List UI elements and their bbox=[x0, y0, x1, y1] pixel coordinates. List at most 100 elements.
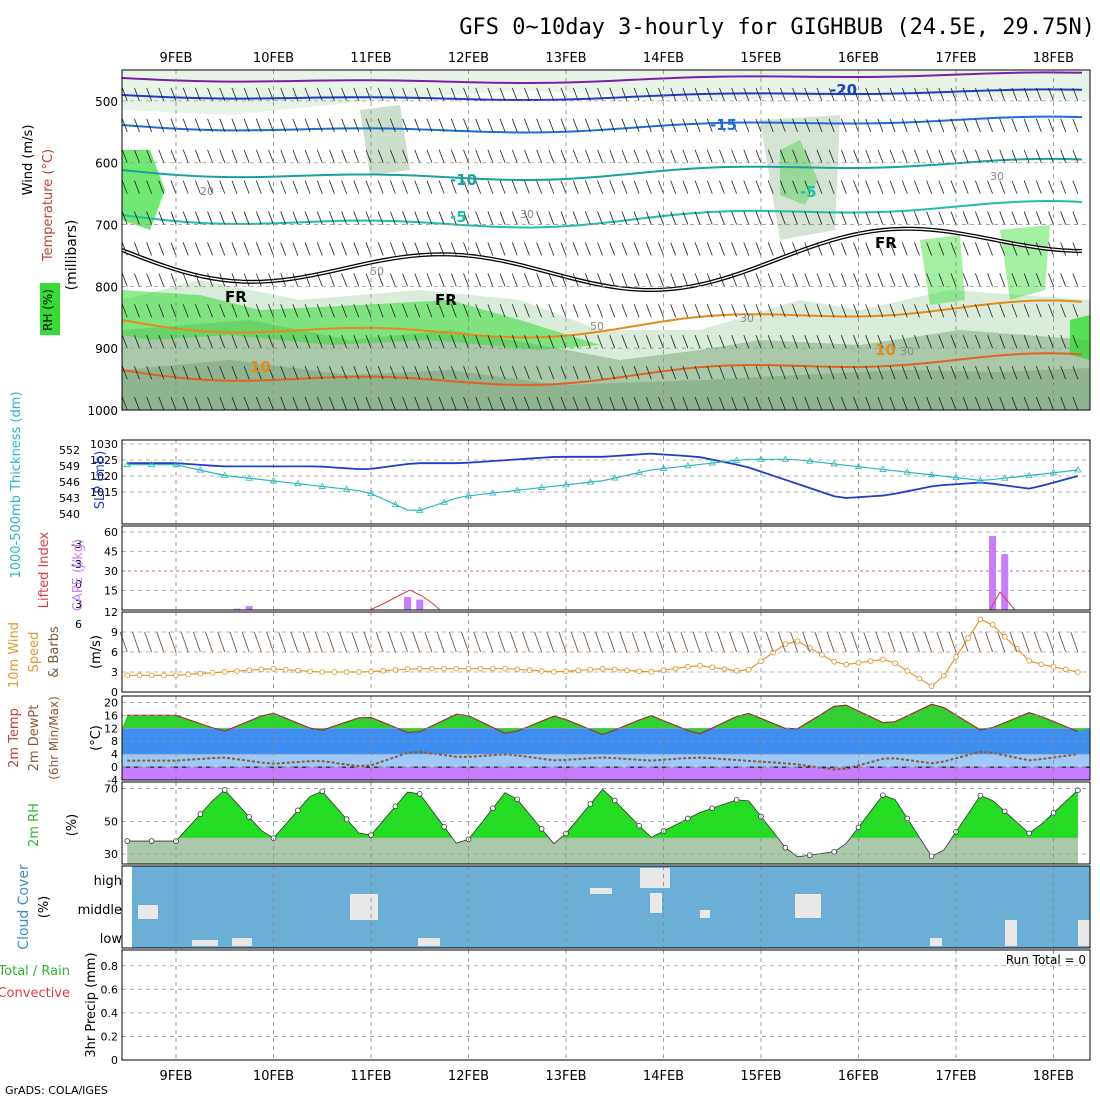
wind-barb bbox=[365, 180, 372, 194]
wind-barb bbox=[755, 149, 762, 163]
wind-barb bbox=[975, 149, 981, 163]
wind-speed-marker bbox=[148, 672, 155, 679]
cape-panel-frame bbox=[121, 525, 1091, 611]
isotherm-label: -15 bbox=[710, 116, 737, 134]
slp-tick-label: 1020 bbox=[90, 470, 118, 483]
wind-barb bbox=[889, 87, 896, 102]
wind-barb bbox=[1011, 180, 1018, 194]
wind-barb bbox=[901, 211, 908, 225]
thickness-marker bbox=[221, 471, 229, 478]
wind-barb bbox=[195, 365, 201, 380]
wind-barb bbox=[840, 118, 847, 132]
precip-tick-label: 0 bbox=[111, 1054, 118, 1067]
wind-barb bbox=[755, 273, 762, 287]
wind-barb bbox=[219, 242, 226, 256]
wind-barb bbox=[1060, 242, 1067, 256]
wind-barb bbox=[914, 396, 920, 411]
wind-barb bbox=[546, 631, 555, 653]
wind-barb bbox=[499, 211, 506, 225]
cloud-bar bbox=[138, 905, 158, 919]
wind-barb bbox=[924, 631, 933, 653]
wind-barb bbox=[950, 273, 957, 287]
wind-barb bbox=[363, 631, 372, 653]
wind-barb bbox=[207, 304, 213, 318]
wind-barb bbox=[341, 87, 347, 102]
temp-band-light bbox=[122, 754, 1090, 768]
wind-barb bbox=[1046, 631, 1054, 653]
wind-barb bbox=[658, 211, 664, 225]
wind-barb bbox=[426, 180, 433, 194]
wind-barb bbox=[889, 335, 896, 349]
pressure-tick-label: 1000 bbox=[87, 404, 118, 418]
wind-barb bbox=[207, 242, 213, 256]
upper-wind-label: Wind (m/s) bbox=[21, 125, 36, 196]
wind-barb bbox=[121, 242, 128, 256]
wind-speed-marker bbox=[550, 669, 557, 675]
wind-speed-marker bbox=[246, 667, 252, 674]
cloud-bar bbox=[418, 938, 440, 946]
thickness-marker bbox=[976, 476, 985, 483]
wind-barb bbox=[777, 631, 786, 653]
wind-barb bbox=[121, 180, 128, 194]
wind-barb bbox=[144, 631, 153, 653]
wind-barb bbox=[962, 118, 969, 132]
wind-barb bbox=[743, 87, 750, 102]
wind-barb bbox=[485, 631, 494, 653]
wind-barb bbox=[450, 118, 457, 132]
wind-barb bbox=[572, 87, 579, 102]
rh2m-marker bbox=[441, 823, 447, 830]
wind-barb bbox=[633, 304, 640, 318]
wind-barb bbox=[1011, 365, 1018, 380]
wind-barb bbox=[621, 273, 628, 287]
wind-barb bbox=[280, 365, 287, 380]
wind-barb bbox=[767, 396, 774, 411]
wind-barb bbox=[938, 87, 945, 102]
wind-barb bbox=[341, 149, 347, 163]
wind-barb bbox=[231, 335, 238, 349]
cape-tick-label: 45 bbox=[104, 546, 118, 559]
wind-barb bbox=[229, 631, 238, 653]
wind-barb bbox=[875, 631, 884, 653]
wind-barb bbox=[560, 273, 567, 287]
wind-barb bbox=[1035, 242, 1042, 256]
wind-speed-marker bbox=[221, 669, 228, 675]
thickness-tick-label: 549 bbox=[59, 460, 80, 473]
wind-barb bbox=[621, 335, 628, 349]
wind-barb bbox=[694, 365, 701, 380]
wind-barb bbox=[316, 87, 323, 102]
wind-barb bbox=[292, 273, 299, 287]
wind-barb bbox=[780, 273, 786, 287]
wind-barb bbox=[987, 118, 993, 132]
wind-barb bbox=[377, 180, 384, 194]
wind-barb bbox=[719, 87, 725, 102]
wind-barb bbox=[816, 211, 823, 225]
wind-speed-marker bbox=[319, 669, 326, 675]
wind-barb bbox=[390, 149, 396, 163]
cape-tick-label: 15 bbox=[104, 585, 118, 598]
wind-barb bbox=[402, 87, 408, 102]
wind-barb bbox=[1048, 273, 1054, 287]
wind-barb bbox=[341, 180, 347, 194]
cloud-panel-frame bbox=[121, 865, 1091, 949]
wind-barb bbox=[767, 365, 774, 380]
wind-barb bbox=[780, 396, 786, 411]
wind-barb bbox=[816, 242, 823, 256]
wind-barb bbox=[889, 396, 896, 411]
wind-barb bbox=[511, 365, 518, 380]
wind-barb bbox=[448, 631, 457, 653]
wind-barb bbox=[207, 118, 213, 132]
isotherm-label: FR bbox=[875, 234, 897, 252]
wind-barb bbox=[231, 365, 238, 380]
wind-barb bbox=[353, 149, 360, 163]
wind-barb bbox=[268, 118, 274, 132]
wind-barb bbox=[1060, 87, 1067, 102]
wind-barb bbox=[219, 211, 226, 225]
wind-barb bbox=[987, 335, 993, 349]
precip-panel-frame bbox=[121, 949, 1091, 1061]
wind-speed-marker bbox=[538, 668, 545, 674]
wind-barb bbox=[1023, 118, 1030, 132]
precip-tick-label: 0.6 bbox=[101, 983, 119, 996]
rh-contour-label: 50 bbox=[590, 320, 604, 333]
wind-barb bbox=[499, 87, 506, 102]
wind-barb bbox=[390, 365, 396, 380]
